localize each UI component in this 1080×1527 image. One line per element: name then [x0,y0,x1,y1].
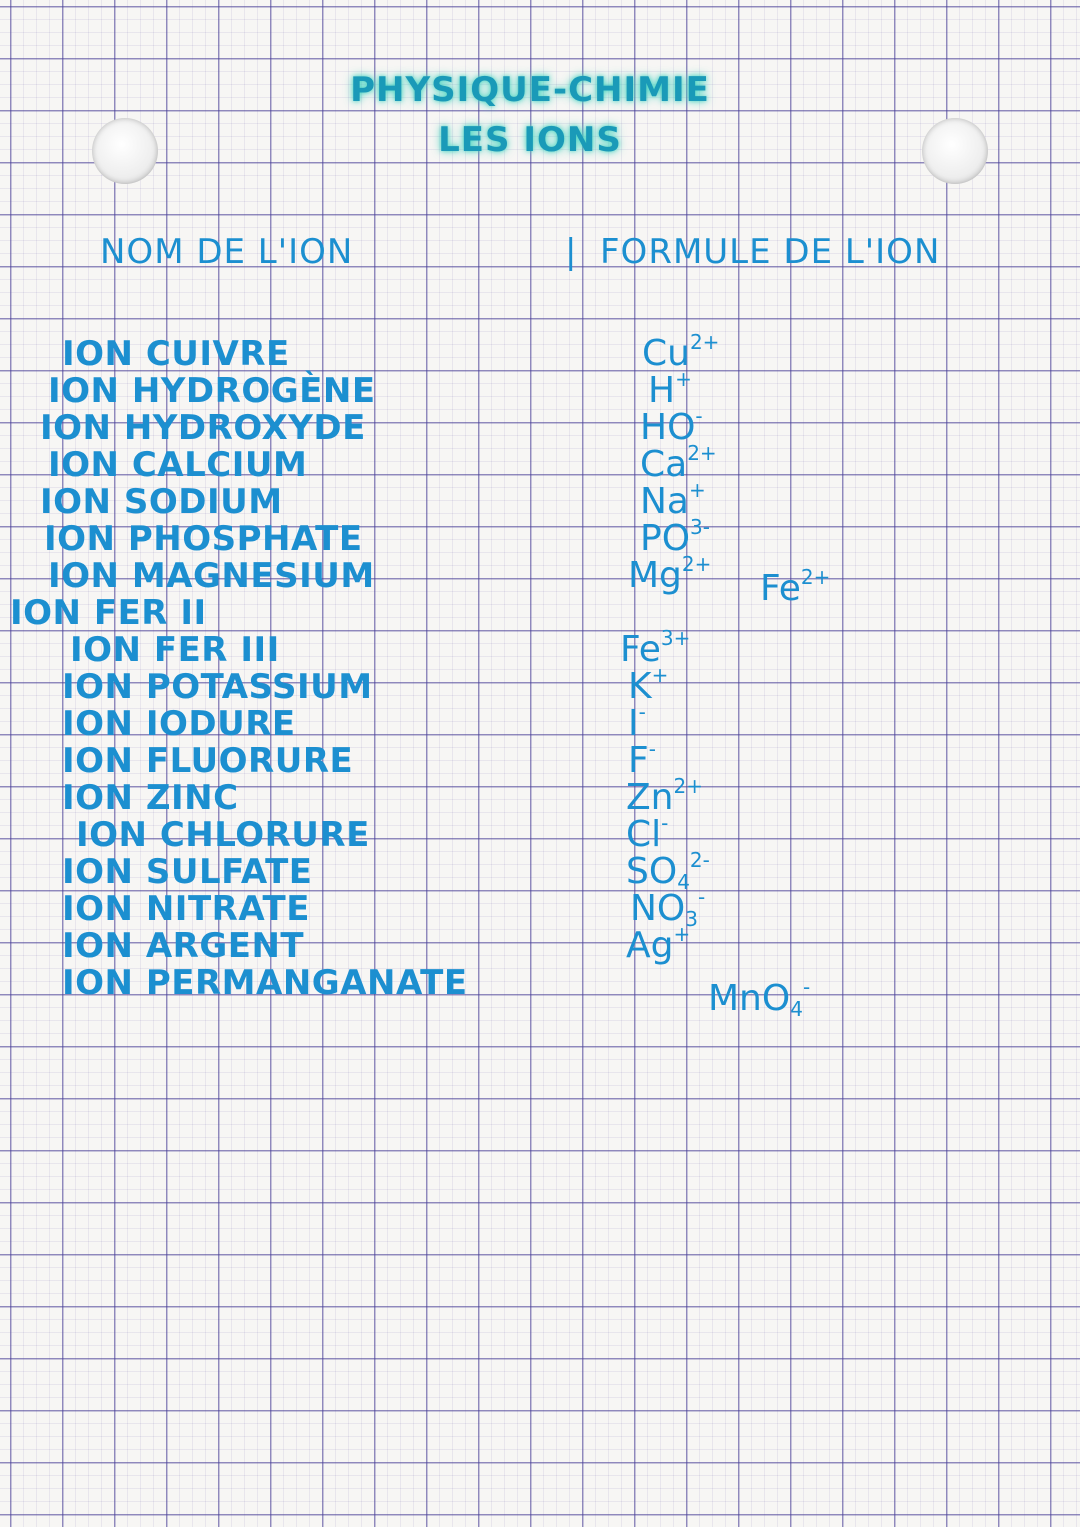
formula-symbol: Fe [620,629,661,670]
ion-name: ION CALCIUM [48,445,308,485]
formula-symbol: SO [626,851,678,892]
ion-name: ION CHLORURE [76,815,370,855]
formula-symbol: MnO [708,978,791,1019]
ion-formula: Ag+ [626,924,690,966]
formula-charge: + [673,922,691,946]
binder-hole-right [922,118,988,184]
ion-formula: Mg2+ [628,554,711,596]
page-title: PHYSIQUE-CHIMIE [350,70,710,110]
column-separator: | [565,232,578,272]
ion-name: ION PERMANGANATE [62,963,468,1003]
ion-name: ION SODIUM [40,482,283,522]
formula-charge: 3+ [660,626,691,650]
formula-symbol: Cl [626,814,662,855]
formula-charge: - [695,404,703,428]
ion-name: ION ARGENT [62,926,305,966]
column-header-formula: FORMULE DE L'ION [600,232,941,272]
formula-charge: - [698,885,706,909]
column-header-name: NOM DE L'ION [100,232,354,272]
ion-formula: MnO4- [708,977,810,1019]
formula-symbol: Mg [628,555,682,596]
formula-charge: 2+ [681,552,712,576]
ion-name: ION FER II [10,593,207,633]
formula-charge: - [661,811,669,835]
formula-charge: 2+ [689,330,720,354]
ion-formula: Fe3+ [620,628,690,670]
ion-name: ION IODURE [62,704,296,744]
ion-formula: Cu2+ [642,332,719,374]
formula-charge: 2+ [687,441,717,465]
ion-formula: HO- [640,406,703,448]
ion-formula: Fe2+ [760,567,830,609]
formula-subscript: 3 [685,907,698,931]
ion-formula: SO42- [626,850,710,892]
ion-formula: I- [628,702,646,744]
ion-name: ION POTASSIUM [62,667,373,707]
binder-hole-left [92,118,158,184]
formula-charge: - [802,975,811,999]
ion-name: ION FLUORURE [62,741,354,781]
ion-name: ION HYDROGÈNE [48,371,376,411]
formula-symbol: Fe [760,568,801,609]
ion-name: ION ZINC [62,778,239,818]
ion-name: ION NITRATE [62,889,310,929]
ion-formula: F- [628,739,656,781]
ion-formula: Zn2+ [626,776,703,818]
ion-name: ION HYDROXYDE [40,408,366,448]
formula-charge: - [638,700,646,724]
ion-formula: NO3- [630,887,705,929]
ion-formula: Na+ [640,480,706,522]
ion-formula: Ca2+ [640,443,717,485]
ion-name: ION FER III [70,630,280,670]
formula-symbol: Ca [640,444,688,485]
formula-charge: + [675,367,692,391]
ion-name: ION MAGNESIUM [48,556,375,596]
formula-symbol: I [628,703,639,744]
formula-charge: + [689,478,706,502]
formula-symbol: Zn [626,777,674,818]
ion-name: ION PHOSPHATE [44,519,363,559]
formula-symbol: NO [630,888,686,929]
formula-symbol: Cu [642,333,690,374]
formula-symbol: F [628,740,649,781]
formula-symbol: Ag [626,925,674,966]
ion-name: ION SULFATE [62,852,313,892]
formula-charge: 2+ [800,565,831,589]
formula-subscript: 4 [677,870,690,894]
formula-charge: + [651,663,669,687]
formula-symbol: H [648,370,676,411]
ion-formula: PO3- [640,517,710,559]
formula-charge: 2+ [673,774,703,798]
page-subtitle: LES IONS [438,120,622,160]
formula-symbol: K [628,666,652,707]
formula-charge: 2- [689,848,710,872]
ion-name: ION CUIVRE [62,334,290,374]
formula-symbol: HO [640,407,696,448]
formula-symbol: Na [640,481,689,522]
formula-charge: 3- [690,515,710,539]
ion-formula: Cl- [626,813,668,855]
formula-charge: - [648,737,656,761]
ion-formula: H+ [648,369,692,411]
formula-symbol: PO [640,518,691,559]
formula-subscript: 4 [790,997,803,1021]
ion-formula: K+ [628,665,668,707]
